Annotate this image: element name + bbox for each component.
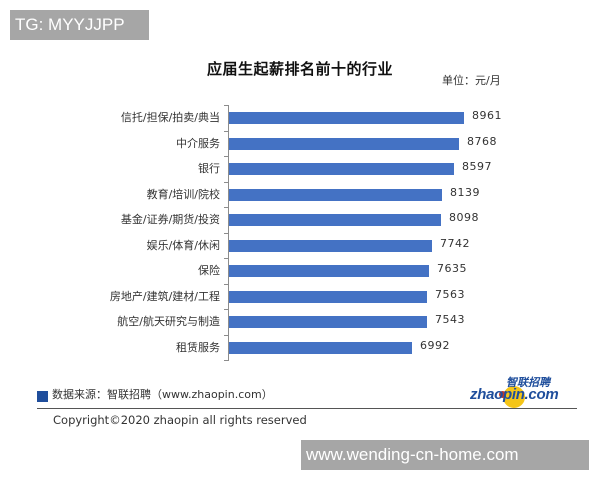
- chart-title: 应届生起薪排名前十的行业: [206, 60, 393, 78]
- category-label: 中介服务: [176, 137, 220, 150]
- bar-row: 房地产/建筑/建材/工程 7563: [0, 284, 600, 309]
- bar-row: 基金/证券/期货/投资 8098: [0, 207, 600, 232]
- copyright: Copyright©2020 zhaopin all rights reserv…: [53, 413, 307, 427]
- bar: [229, 240, 432, 252]
- bar-row: 教育/培训/院校 8139: [0, 182, 600, 207]
- axis-tick: [224, 233, 228, 234]
- value-label: 7563: [435, 288, 465, 301]
- unit-label: 单位：元/月: [442, 74, 501, 87]
- value-label: 8768: [467, 135, 497, 148]
- value-label: 8139: [450, 186, 480, 199]
- y-axis-line: [228, 105, 229, 361]
- category-label: 租赁服务: [176, 341, 220, 354]
- value-label: 8961: [472, 109, 502, 122]
- watermark-tag: TG: MYYJJPP: [10, 10, 149, 40]
- bar: [229, 163, 454, 175]
- category-label: 信托/担保/拍卖/典当: [120, 111, 220, 124]
- axis-tick: [224, 131, 228, 132]
- logo-en-text: zhaopin.com: [470, 386, 559, 403]
- category-label: 保险: [198, 264, 220, 277]
- bar-row: 银行 8597: [0, 156, 600, 181]
- value-label: 7635: [437, 262, 467, 275]
- category-label: 娱乐/体育/休闲: [146, 239, 220, 252]
- axis-tick: [224, 207, 228, 208]
- axis-tick: [224, 309, 228, 310]
- value-label: 7543: [435, 313, 465, 326]
- bar: [229, 291, 427, 303]
- axis-tick: [224, 182, 228, 183]
- bar-row: 保险 7635: [0, 258, 600, 283]
- bar: [229, 342, 412, 354]
- watermark-url: www.wending-cn-home.com: [301, 440, 589, 470]
- bar-row: 娱乐/体育/休闲 7742: [0, 233, 600, 258]
- source-legend-square: [37, 391, 48, 402]
- logo-cn-text: 智联招聘: [506, 376, 550, 389]
- logo-dot-icon: [499, 391, 506, 398]
- axis-tick: [224, 335, 228, 336]
- category-label: 航空/航天研究与制造: [117, 315, 220, 328]
- category-label: 基金/证券/期货/投资: [120, 213, 220, 226]
- value-label: 8597: [462, 160, 492, 173]
- category-label: 房地产/建筑/建材/工程: [109, 290, 220, 303]
- bar: [229, 189, 442, 201]
- zhaopin-logo: 智联招聘 zhaopin.com: [470, 373, 580, 409]
- value-label: 6992: [420, 339, 450, 352]
- bar-row: 中介服务 8768: [0, 131, 600, 156]
- bar-row: 租赁服务 6992: [0, 335, 600, 360]
- axis-tick: [224, 105, 228, 106]
- footer-divider: [37, 408, 577, 409]
- axis-tick: [224, 258, 228, 259]
- bar-row: 信托/担保/拍卖/典当 8961: [0, 105, 600, 130]
- axis-tick: [224, 284, 228, 285]
- bar: [229, 112, 464, 124]
- bar: [229, 214, 441, 226]
- data-source: 数据来源：智联招聘（www.zhaopin.com）: [52, 388, 273, 401]
- value-label: 8098: [449, 211, 479, 224]
- bar: [229, 316, 427, 328]
- category-label: 教育/培训/院校: [146, 188, 220, 201]
- axis-tick: [224, 360, 228, 361]
- bar: [229, 138, 459, 150]
- category-label: 银行: [198, 162, 220, 175]
- bar-row: 航空/航天研究与制造 7543: [0, 309, 600, 334]
- logo-circle-icon: [503, 386, 525, 408]
- axis-tick: [224, 156, 228, 157]
- value-label: 7742: [440, 237, 470, 250]
- bar: [229, 265, 429, 277]
